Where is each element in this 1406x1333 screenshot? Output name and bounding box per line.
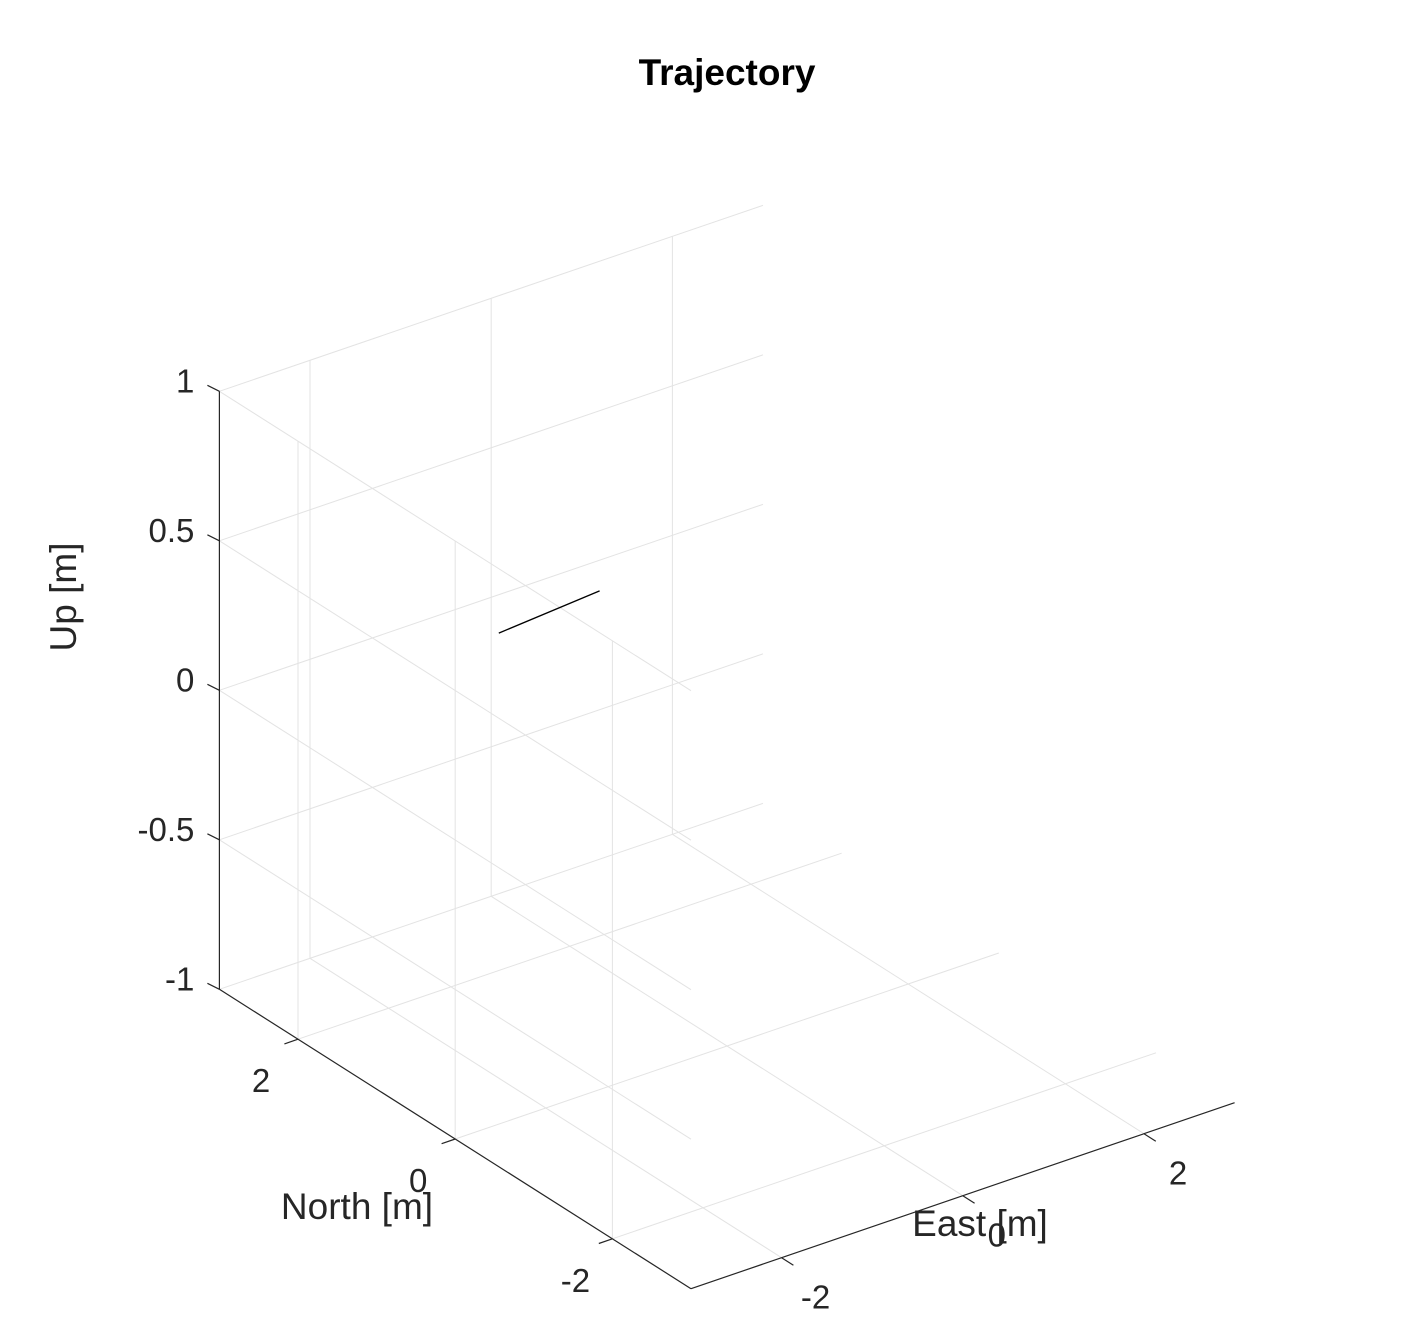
z-tick-label: 0.5 bbox=[149, 512, 195, 549]
z-tick bbox=[207, 833, 220, 841]
x-tick bbox=[781, 1257, 794, 1266]
back-wall-gridline-z bbox=[219, 653, 764, 841]
z-tick-label: 1 bbox=[176, 362, 194, 399]
x-tick bbox=[962, 1195, 975, 1204]
trajectory-line bbox=[498, 590, 600, 634]
y-axis-label: North [m] bbox=[281, 1186, 433, 1227]
x-tick bbox=[1143, 1133, 1157, 1142]
z-tick bbox=[207, 982, 220, 990]
z-tick bbox=[207, 384, 220, 392]
floor-gridline-y bbox=[612, 1052, 1157, 1240]
floor-gridline-y bbox=[455, 952, 999, 1140]
side-wall-gridline-z bbox=[219, 390, 692, 692]
back-wall-gridline-z bbox=[219, 503, 764, 691]
chart-title: Trajectory bbox=[639, 52, 816, 93]
back-wall-gridline-z bbox=[219, 802, 764, 990]
ticks: -2 0 2 -2 0 2 -1 -0.5 0 0.5 1 bbox=[138, 362, 1188, 1315]
z-tick-label: 0 bbox=[176, 661, 194, 698]
side-wall-gridline-z bbox=[219, 689, 692, 991]
floor-gridline-y bbox=[297, 852, 842, 1040]
side-wall-gridline-z bbox=[219, 540, 692, 841]
x-axis-label: East [m] bbox=[912, 1203, 1048, 1244]
x-tick-label: 0 bbox=[988, 1217, 1006, 1254]
back-wall-gridline-z bbox=[219, 204, 764, 392]
back-wall-gridline-z bbox=[219, 354, 764, 542]
data-series bbox=[498, 590, 600, 634]
y-tick-label: 2 bbox=[252, 1062, 270, 1099]
side-wall-gridline-z bbox=[219, 839, 692, 1140]
y-tick-label: 0 bbox=[409, 1162, 427, 1199]
y-tick bbox=[441, 1138, 456, 1145]
y-tick-label: -2 bbox=[561, 1262, 590, 1299]
x-tick-label: 2 bbox=[1169, 1155, 1187, 1192]
z-tick-label: -0.5 bbox=[138, 811, 195, 848]
z-tick-label: -1 bbox=[165, 960, 194, 997]
z-tick bbox=[207, 534, 220, 542]
grid-lines bbox=[219, 204, 1157, 1290]
axes bbox=[218, 391, 1235, 1290]
z-axis-label: Up [m] bbox=[43, 543, 84, 652]
x-tick-label: -2 bbox=[801, 1279, 830, 1316]
y-tick bbox=[598, 1238, 613, 1245]
z-tick bbox=[207, 683, 220, 691]
y-tick bbox=[284, 1038, 299, 1045]
